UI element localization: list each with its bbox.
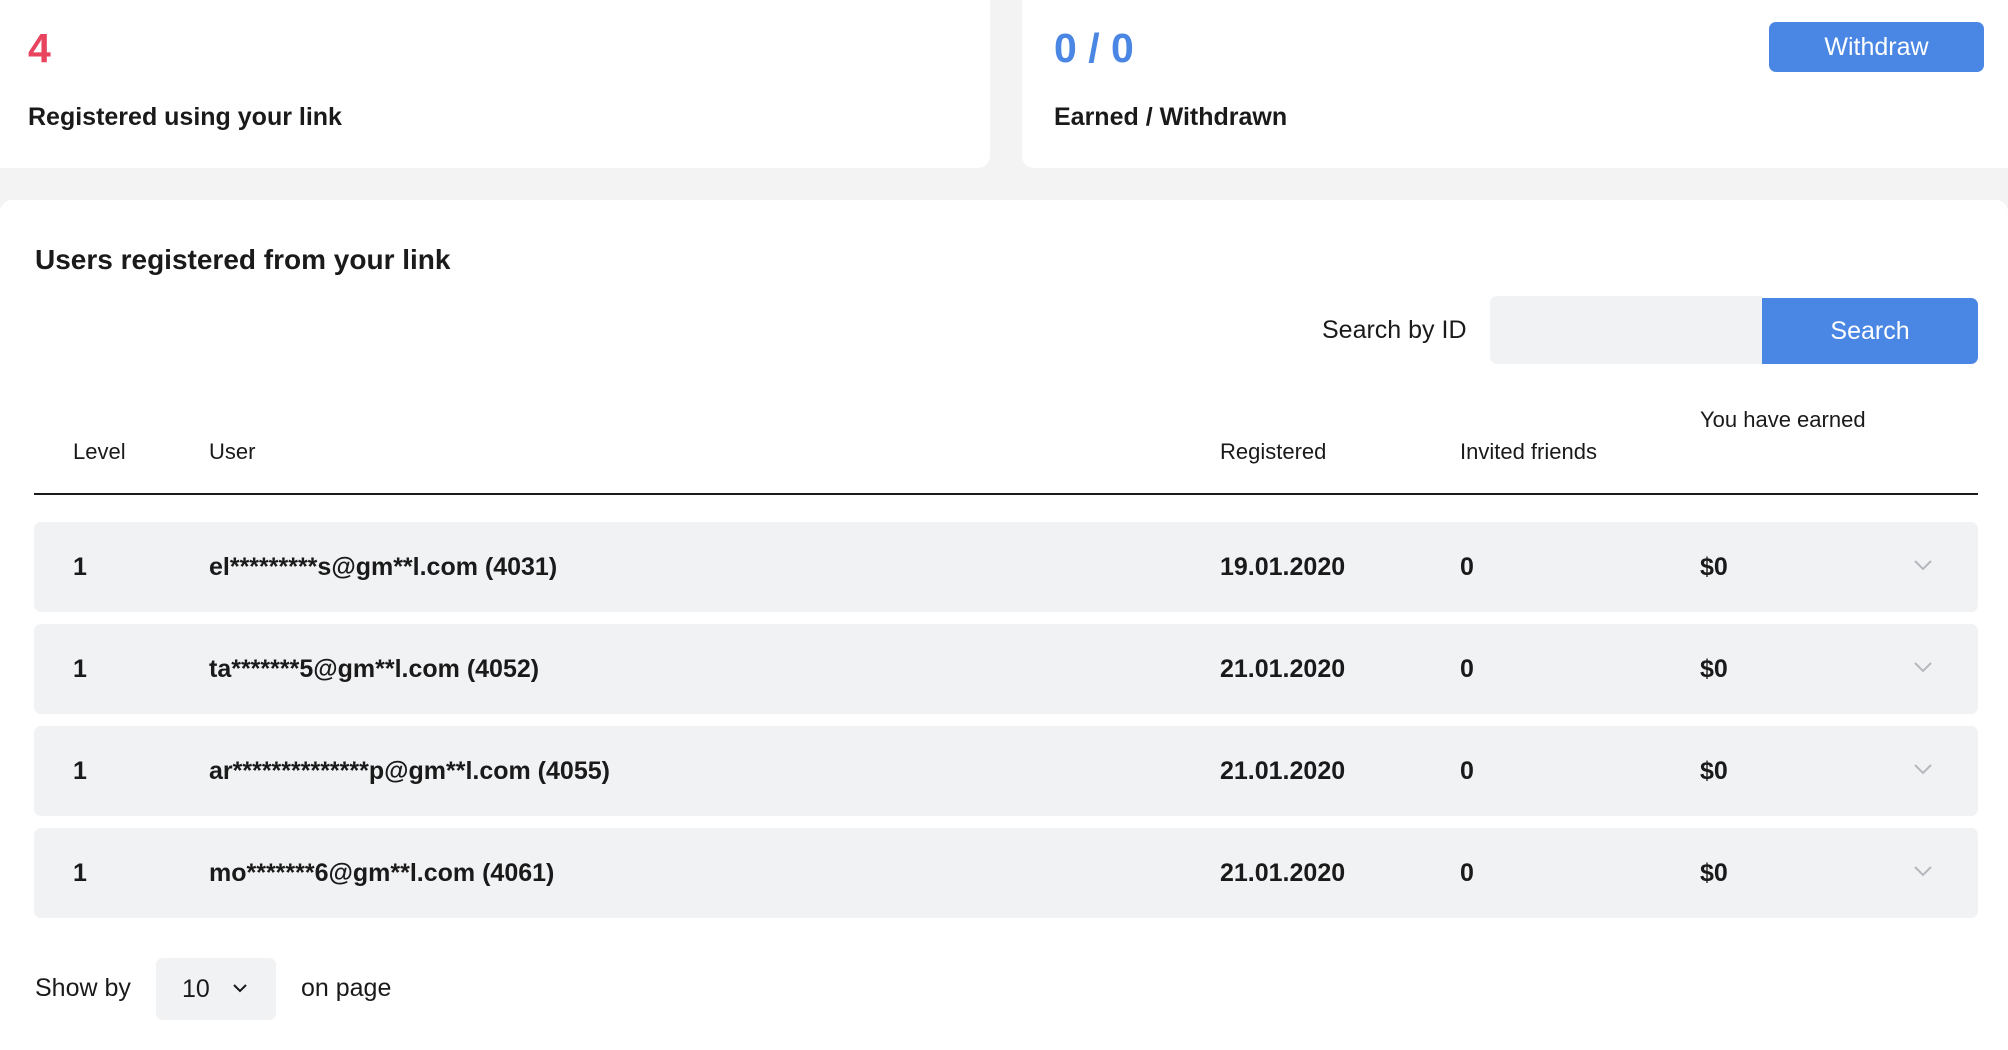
earned-withdrawn-value: 0 / 0: [1054, 25, 1134, 71]
table-body: 1 el*********s@gm**l.com (4031) 19.01.20…: [34, 522, 1978, 930]
row-registered: 21.01.2020: [1220, 655, 1346, 683]
show-by-label: Show by: [35, 974, 131, 1002]
registered-stat-card: 4 Registered using your link: [0, 0, 990, 168]
header-registered: Registered: [1220, 439, 1327, 464]
row-registered: 21.01.2020: [1220, 859, 1346, 887]
chevron-down-icon[interactable]: [1910, 858, 1936, 884]
search-label: Search by ID: [1322, 316, 1467, 344]
table-row[interactable]: 1 ta*******5@gm**l.com (4052) 21.01.2020…: [34, 624, 1978, 714]
chevron-down-icon[interactable]: [1910, 654, 1936, 680]
table-header: Level User Registered Invited friends Yo…: [34, 400, 1978, 495]
row-earned: $0: [1700, 655, 1728, 683]
search-button[interactable]: Search: [1762, 298, 1978, 364]
row-level: 1: [73, 757, 87, 785]
row-registered: 21.01.2020: [1220, 757, 1346, 785]
search-input[interactable]: [1490, 296, 1762, 364]
on-page-label: on page: [301, 974, 392, 1002]
table-row[interactable]: 1 el*********s@gm**l.com (4031) 19.01.20…: [34, 522, 1978, 612]
earnings-stat-card: 0 / 0 Earned / Withdrawn Withdraw: [1022, 0, 2008, 168]
users-panel: Users registered from your link Search b…: [0, 200, 2008, 1050]
withdraw-button[interactable]: Withdraw: [1769, 22, 1984, 72]
row-user: mo*******6@gm**l.com (4061): [209, 859, 555, 887]
row-level: 1: [73, 553, 87, 581]
earned-withdrawn-label: Earned / Withdrawn: [1054, 103, 1288, 131]
table-row[interactable]: 1 mo*******6@gm**l.com (4061) 21.01.2020…: [34, 828, 1978, 918]
page-size-value: 10: [182, 975, 210, 1003]
row-user: el*********s@gm**l.com (4031): [209, 553, 558, 581]
row-earned: $0: [1700, 757, 1728, 785]
header-user: User: [209, 439, 256, 464]
row-invited: 0: [1460, 757, 1474, 785]
registered-label: Registered using your link: [28, 103, 342, 131]
registered-count: 4: [28, 25, 51, 71]
row-user: ar**************p@gm**l.com (4055): [209, 757, 610, 785]
row-level: 1: [73, 859, 87, 887]
row-registered: 19.01.2020: [1220, 553, 1346, 581]
row-invited: 0: [1460, 859, 1474, 887]
row-earned: $0: [1700, 859, 1728, 887]
row-earned: $0: [1700, 553, 1728, 581]
row-invited: 0: [1460, 553, 1474, 581]
row-user: ta*******5@gm**l.com (4052): [209, 655, 540, 683]
header-invited-friends: Invited friends: [1460, 439, 1597, 464]
chevron-down-icon[interactable]: [1910, 756, 1936, 782]
panel-title: Users registered from your link: [35, 244, 451, 275]
page-size-select[interactable]: 10: [156, 958, 276, 1020]
table-row[interactable]: 1 ar**************p@gm**l.com (4055) 21.…: [34, 726, 1978, 816]
header-you-have-earned: You have earned: [1700, 407, 1866, 432]
chevron-down-icon: [233, 984, 247, 993]
row-level: 1: [73, 655, 87, 683]
header-level: Level: [73, 439, 126, 464]
row-invited: 0: [1460, 655, 1474, 683]
chevron-down-icon[interactable]: [1910, 552, 1936, 578]
